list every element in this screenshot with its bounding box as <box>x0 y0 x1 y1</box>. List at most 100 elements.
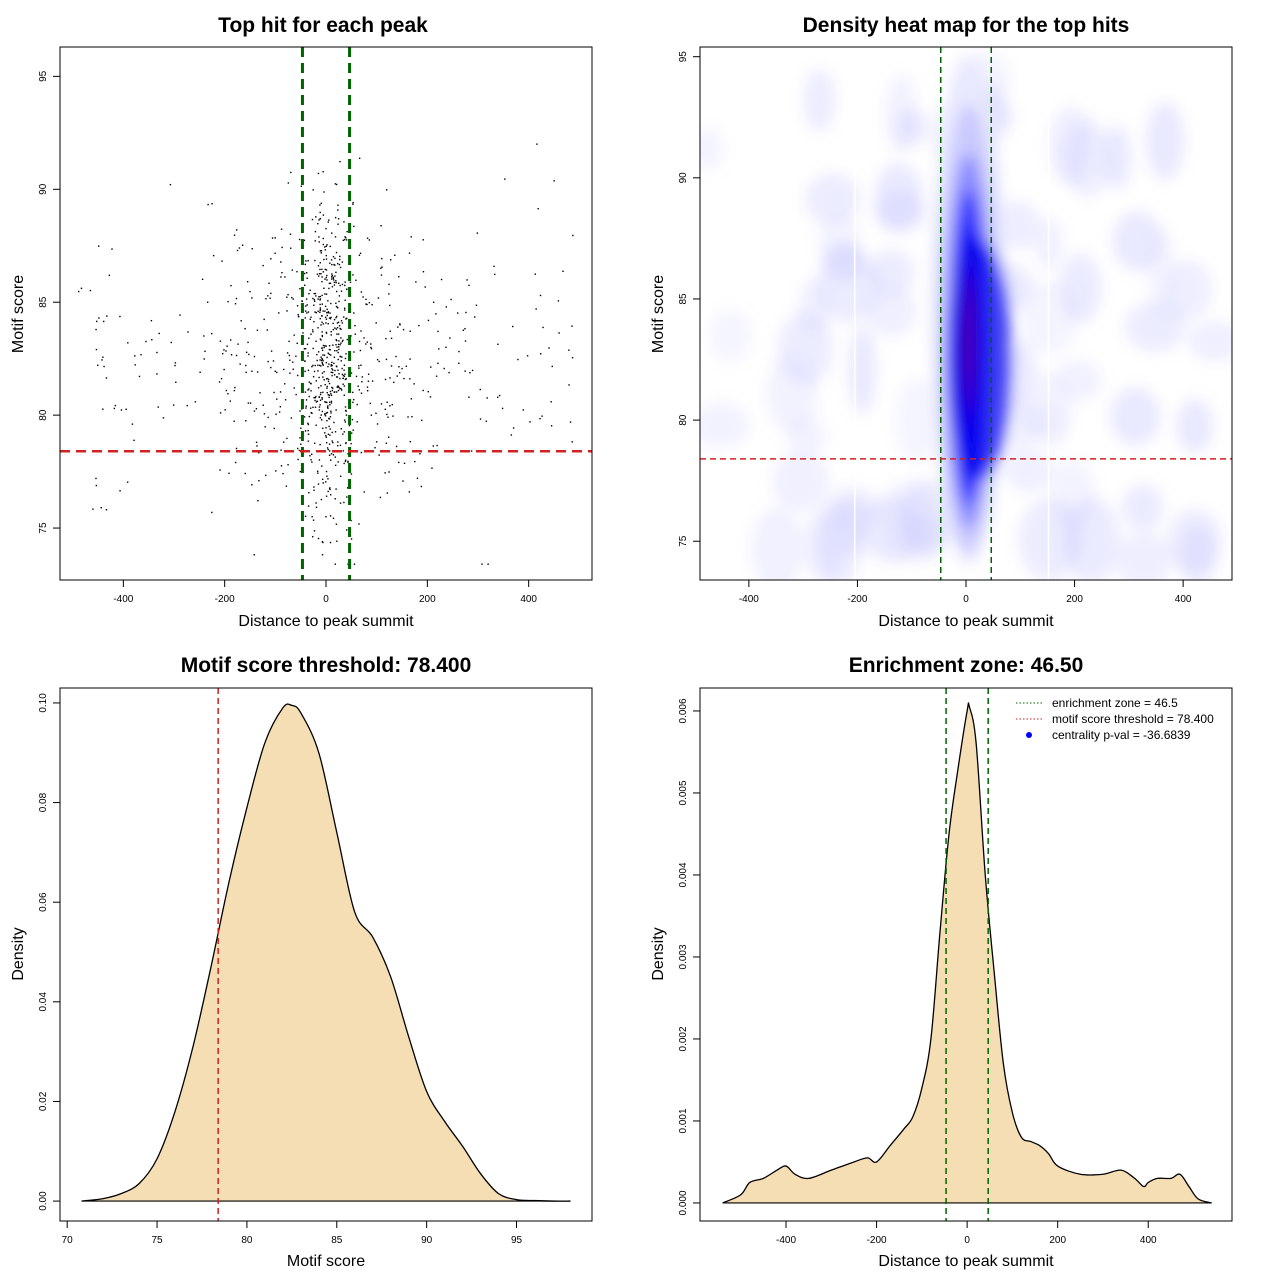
scatter-point <box>299 288 301 290</box>
scatter-point <box>337 321 340 324</box>
scatter-point <box>392 415 394 417</box>
heatmap-faint-blob <box>816 499 862 580</box>
scatter-point <box>332 328 335 331</box>
scatter-point <box>329 245 331 248</box>
scatter-point <box>361 381 363 383</box>
scatter-point <box>308 491 310 494</box>
scatter-point <box>326 475 328 477</box>
scatter-point <box>337 441 339 443</box>
scatter-point <box>324 316 327 319</box>
panel-scatter: Top hit for each peak -400 -200 0 200 400 75 8… <box>10 14 593 630</box>
scatter-point <box>352 201 354 204</box>
scatter-point <box>335 409 337 411</box>
scatter-point <box>307 429 309 432</box>
scatter-point <box>402 480 404 482</box>
scatter-point <box>297 447 299 450</box>
scatter-point <box>262 264 264 267</box>
scatter-point <box>336 290 338 293</box>
scatter-point <box>305 310 307 312</box>
scatter-point <box>343 462 345 465</box>
scatter-point <box>476 232 479 234</box>
scatter-point <box>334 431 337 433</box>
scatter-point <box>320 356 322 358</box>
scatter-point <box>344 421 347 423</box>
scatter-point <box>338 348 340 351</box>
scatter-point <box>335 302 337 304</box>
scatter-point <box>512 325 514 328</box>
scatter-point <box>319 338 322 340</box>
scatter-point <box>95 328 97 331</box>
scatter-point <box>235 297 238 300</box>
scatter-point <box>340 387 342 390</box>
scatter-point <box>134 355 136 357</box>
scatter-point <box>281 246 283 249</box>
scatter-point <box>381 257 383 260</box>
scatter-point <box>244 472 246 475</box>
scatter-point <box>562 270 564 272</box>
scatter-point <box>317 298 319 300</box>
scatter-point <box>342 239 345 242</box>
scatter-point <box>539 294 542 297</box>
scatter-point <box>376 358 379 361</box>
scatter-point <box>342 383 344 385</box>
scatter-point <box>258 479 260 482</box>
scatter-point <box>395 355 397 358</box>
heatmap-faint-blob <box>1176 398 1214 454</box>
scatter-point <box>339 255 341 258</box>
scatter-point <box>343 316 345 318</box>
scatter-point <box>247 402 250 404</box>
scatter-point <box>313 292 315 295</box>
scatter-point <box>325 361 328 364</box>
scatter-point <box>335 317 337 319</box>
scatter-point <box>313 320 315 323</box>
scatter-point <box>321 358 323 360</box>
scatter-point <box>319 262 321 264</box>
score-density-area-fill <box>81 704 571 1202</box>
scatter-point <box>325 470 328 473</box>
scatter-point <box>194 401 197 403</box>
scatter-point <box>270 258 272 260</box>
scatter-point <box>541 415 543 417</box>
scatter-point <box>320 273 322 275</box>
scatter-point <box>320 385 322 387</box>
scatter-point <box>206 301 209 303</box>
scatter-point <box>440 278 443 281</box>
scatter-point <box>314 240 316 242</box>
scatter-point <box>303 272 306 275</box>
scatter-point <box>326 419 328 422</box>
scatter-point <box>323 354 326 356</box>
scatter-point <box>321 363 324 365</box>
scatter-point <box>334 327 336 329</box>
scatter-point <box>293 387 295 389</box>
scatter-point <box>370 346 372 349</box>
scatter-point <box>336 349 338 352</box>
scatter-y-tick-label: 80 <box>38 409 49 421</box>
scatter-point <box>334 369 336 372</box>
panel-distance-density: Enrichment zone: 46.50 -400 -200 0 200 400 0.… <box>650 654 1233 1270</box>
scatter-point <box>315 340 317 342</box>
scatter-point <box>275 470 277 472</box>
scatter-point <box>317 172 320 175</box>
scatter-title: Top hit for each peak <box>218 14 428 37</box>
scatter-point <box>432 445 435 447</box>
scatter-point <box>311 536 314 538</box>
scatter-point <box>328 487 331 490</box>
scatter-point <box>346 496 348 498</box>
scatter-point <box>326 279 328 281</box>
scatter-point <box>367 380 370 382</box>
score-density-title: Motif score threshold: 78.400 <box>181 654 472 677</box>
scatter-point <box>341 283 344 286</box>
scatter-point <box>318 364 321 367</box>
scatter-point <box>329 354 332 356</box>
scatter-point <box>255 441 258 444</box>
scatter-point <box>309 455 311 457</box>
scatter-point <box>282 472 284 475</box>
scatter-point <box>367 373 370 375</box>
scatter-point <box>322 310 324 312</box>
scatter-point <box>305 298 308 300</box>
scatter-point <box>318 459 321 461</box>
heatmap-x-tick-label: 400 <box>1175 594 1192 605</box>
heatmap-y-label: Motif score <box>650 275 667 353</box>
scatter-point <box>304 317 306 319</box>
scatter-point <box>351 432 353 434</box>
